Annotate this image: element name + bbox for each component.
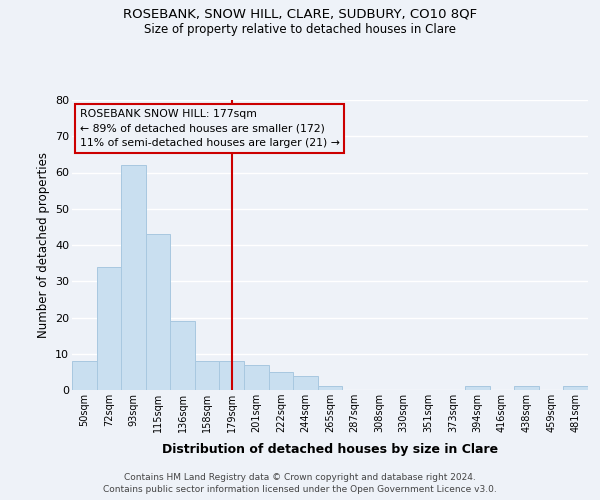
Bar xyxy=(121,165,146,390)
Bar xyxy=(170,321,195,390)
Bar xyxy=(293,376,318,390)
Bar xyxy=(514,386,539,390)
Text: ROSEBANK SNOW HILL: 177sqm
← 89% of detached houses are smaller (172)
11% of sem: ROSEBANK SNOW HILL: 177sqm ← 89% of deta… xyxy=(80,108,340,148)
Bar xyxy=(72,361,97,390)
Bar xyxy=(465,386,490,390)
Bar xyxy=(563,386,588,390)
Text: ROSEBANK, SNOW HILL, CLARE, SUDBURY, CO10 8QF: ROSEBANK, SNOW HILL, CLARE, SUDBURY, CO1… xyxy=(123,8,477,20)
Bar xyxy=(220,361,244,390)
Text: Size of property relative to detached houses in Clare: Size of property relative to detached ho… xyxy=(144,22,456,36)
Bar xyxy=(244,364,269,390)
Bar xyxy=(97,267,121,390)
Bar xyxy=(195,361,220,390)
Bar xyxy=(146,234,170,390)
Text: Distribution of detached houses by size in Clare: Distribution of detached houses by size … xyxy=(162,442,498,456)
Text: Contains public sector information licensed under the Open Government Licence v3: Contains public sector information licen… xyxy=(103,485,497,494)
Bar xyxy=(269,372,293,390)
Bar xyxy=(318,386,342,390)
Y-axis label: Number of detached properties: Number of detached properties xyxy=(37,152,50,338)
Text: Contains HM Land Registry data © Crown copyright and database right 2024.: Contains HM Land Registry data © Crown c… xyxy=(124,472,476,482)
